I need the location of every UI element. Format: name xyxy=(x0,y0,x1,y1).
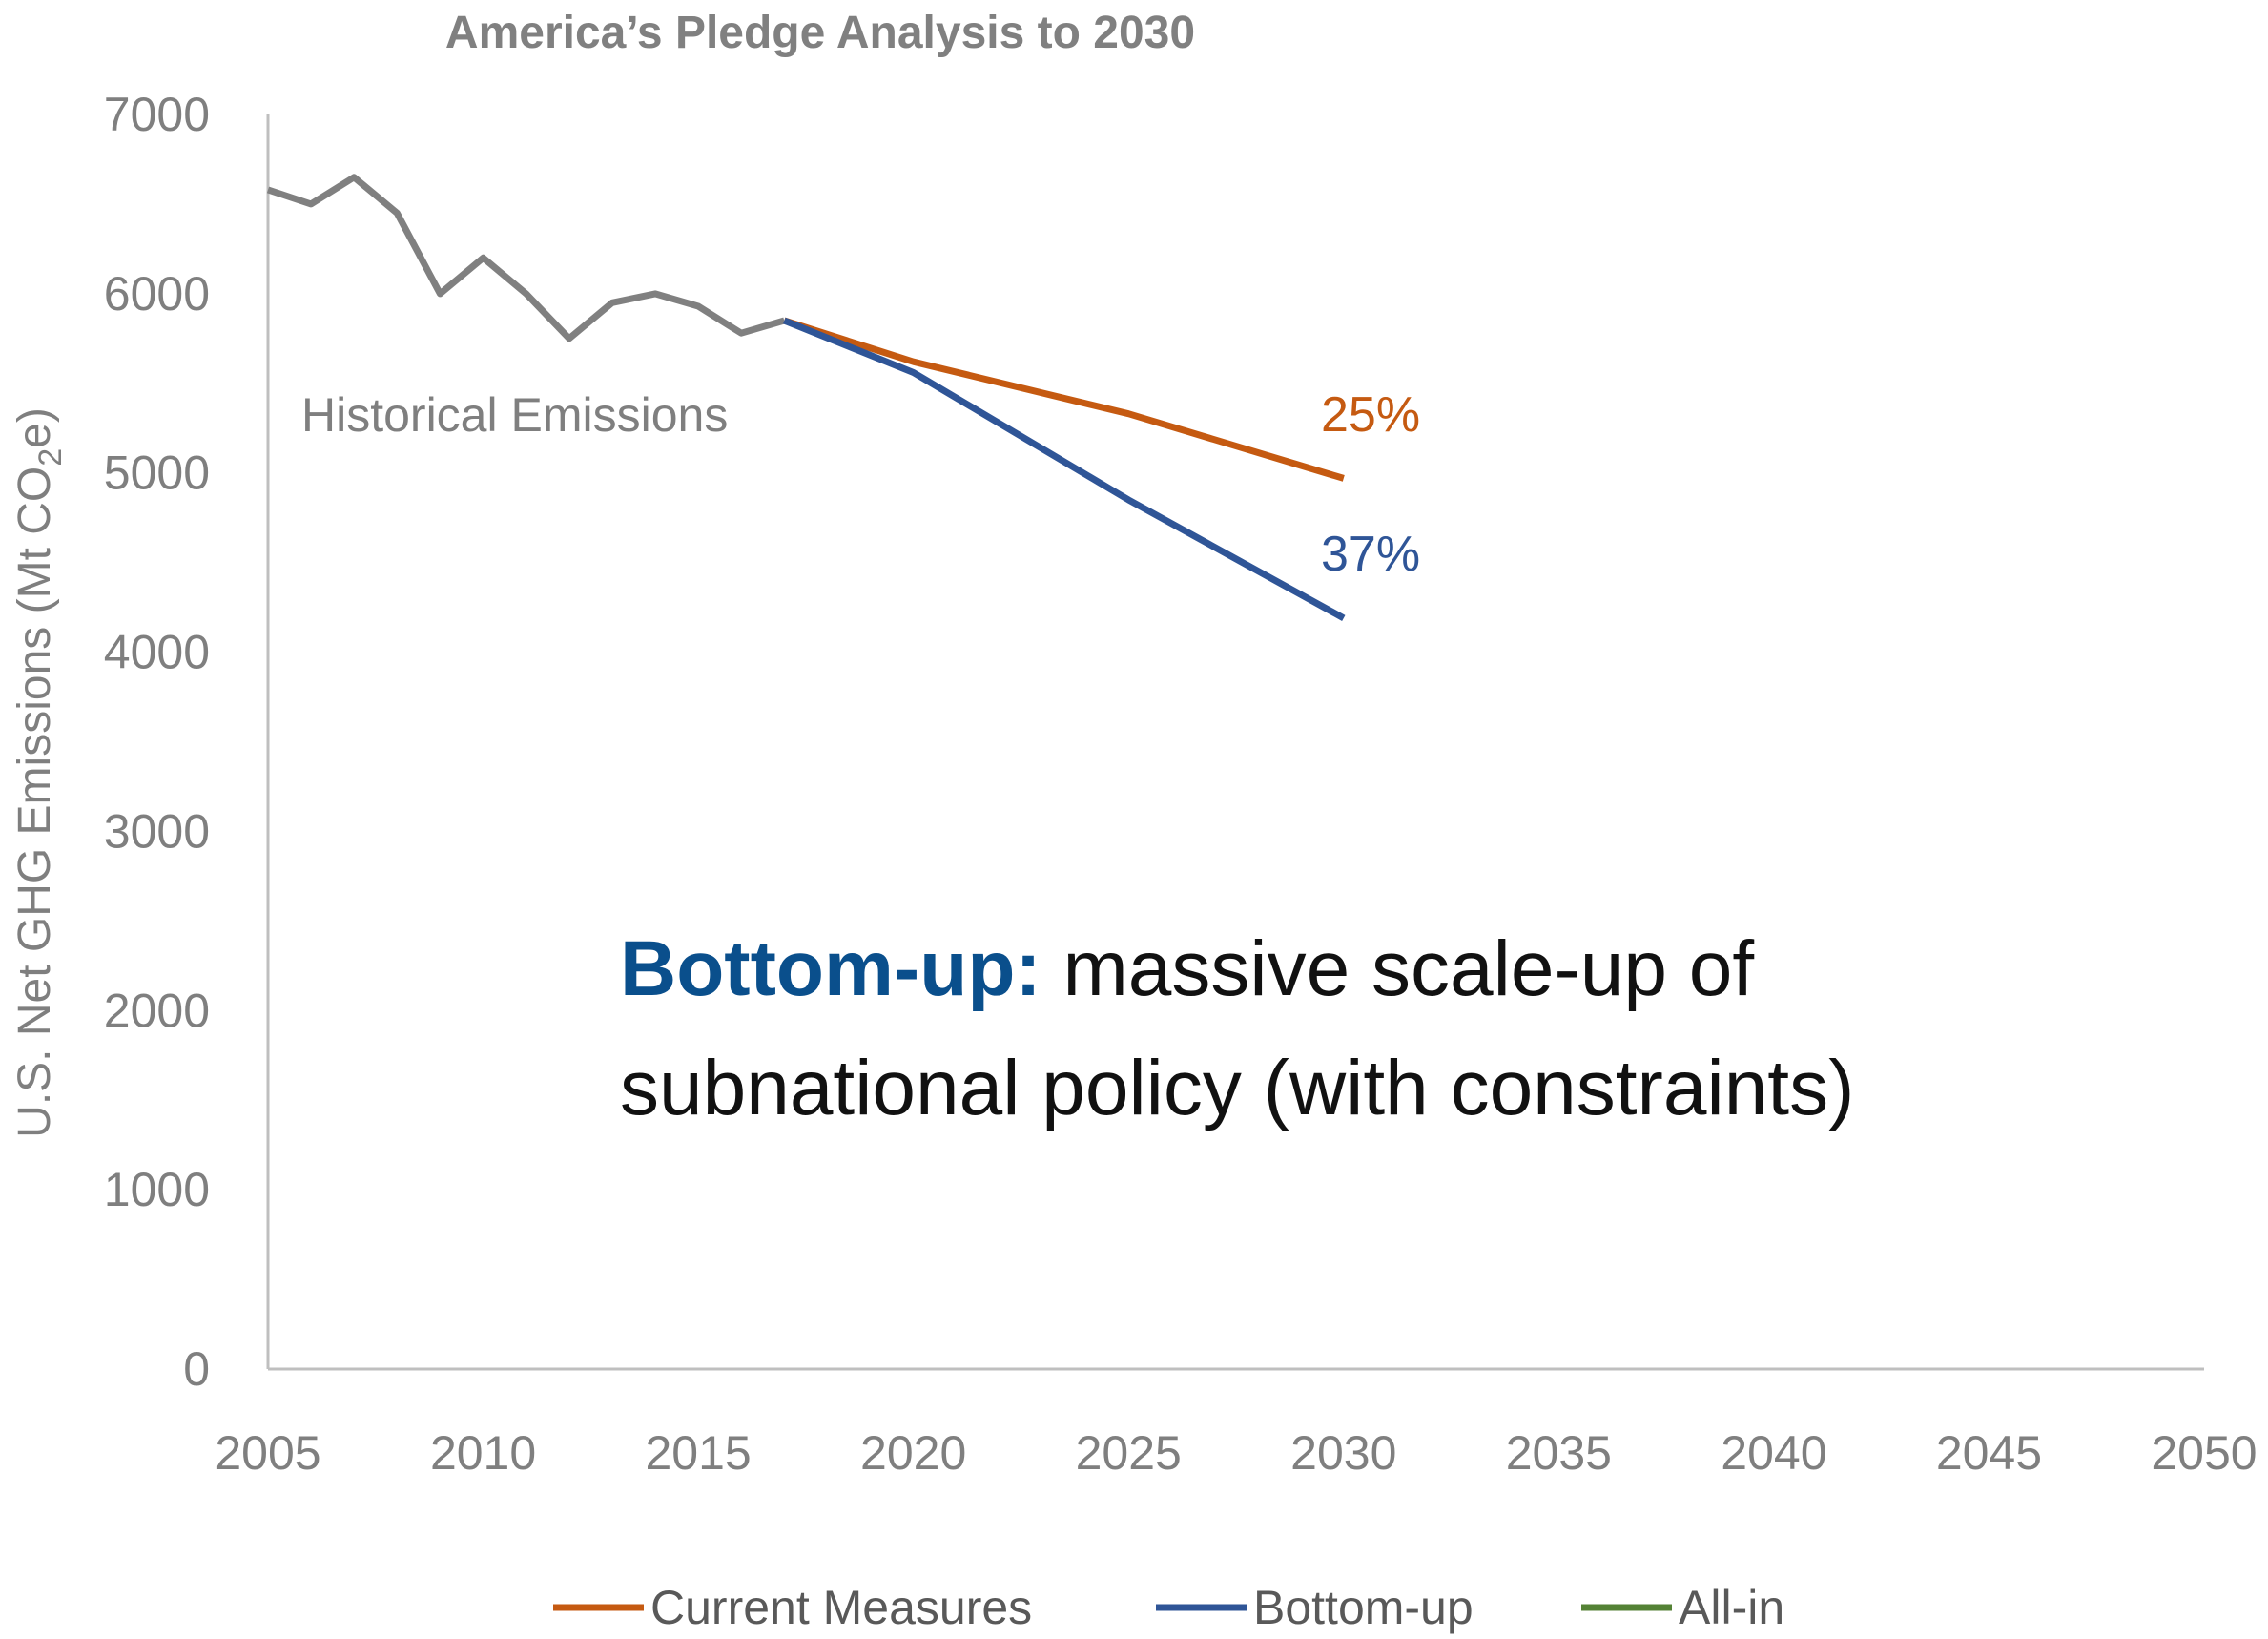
x-tick-label: 2030 xyxy=(1290,1426,1396,1480)
x-tick-label: 2045 xyxy=(1936,1426,2042,1480)
x-tick-label: 2020 xyxy=(860,1426,966,1480)
y-tick-label: 5000 xyxy=(104,446,210,500)
x-tick-label: 2010 xyxy=(430,1426,536,1480)
x-tick-label: 2040 xyxy=(1721,1426,1826,1480)
historical-emissions-label: Historical Emissions xyxy=(301,388,728,442)
legend: Current Measures Bottom-up All-in xyxy=(553,1581,1784,1634)
callout-line-1-rest: massive scale-up of xyxy=(1041,925,1755,1012)
y-tick-label: 3000 xyxy=(104,804,210,858)
y-tick-label: 7000 xyxy=(104,88,210,141)
legend-label-bottom-up: Bottom-up xyxy=(1253,1581,1474,1634)
x-tick-label: 2015 xyxy=(645,1426,751,1480)
callout-line-2: subnational policy (with constraints) xyxy=(620,1045,1854,1131)
current-measures-percent-label: 25% xyxy=(1321,387,1420,443)
y-tick-label: 0 xyxy=(183,1342,210,1396)
chart-title: America’s Pledge Analysis to 2030 xyxy=(445,8,1195,58)
axes: 0 1000 2000 3000 4000 5000 6000 7000 2005 2010 201… xyxy=(104,88,2258,1480)
y-tick-label: 4000 xyxy=(104,626,210,679)
legend-label-current-measures: Current Measures xyxy=(650,1581,1032,1634)
y-tick-label: 1000 xyxy=(104,1163,210,1216)
y-tick-label: 6000 xyxy=(104,267,210,321)
y-axis-label-subscript: 2 xyxy=(32,448,69,467)
series-line-bottom-up xyxy=(782,317,1346,621)
legend-label-all-in: All-in xyxy=(1679,1581,1784,1634)
bottom-up-percent-label: 37% xyxy=(1321,527,1420,582)
x-tick-label: 2005 xyxy=(215,1426,320,1480)
series-lines xyxy=(266,174,1346,621)
callout-bold-text: Bottom-up: xyxy=(620,925,1041,1012)
callout-line-1: Bottom-up: massive scale-up of xyxy=(620,925,1754,1012)
y-axis-label-suffix: e) xyxy=(10,407,60,448)
x-tick-label: 2050 xyxy=(2151,1426,2257,1480)
y-axis-label-prefix: U.S. Net GHG Emissions (Mt CO xyxy=(10,467,60,1138)
y-tick-label: 2000 xyxy=(104,984,210,1037)
series-line-historical xyxy=(266,174,786,342)
y-axis-label: U.S. Net GHG Emissions (Mt CO2e) xyxy=(10,407,69,1138)
x-tick-label: 2035 xyxy=(1506,1426,1612,1480)
series-line-current-measures xyxy=(783,317,1345,482)
x-tick-label: 2025 xyxy=(1076,1426,1182,1480)
